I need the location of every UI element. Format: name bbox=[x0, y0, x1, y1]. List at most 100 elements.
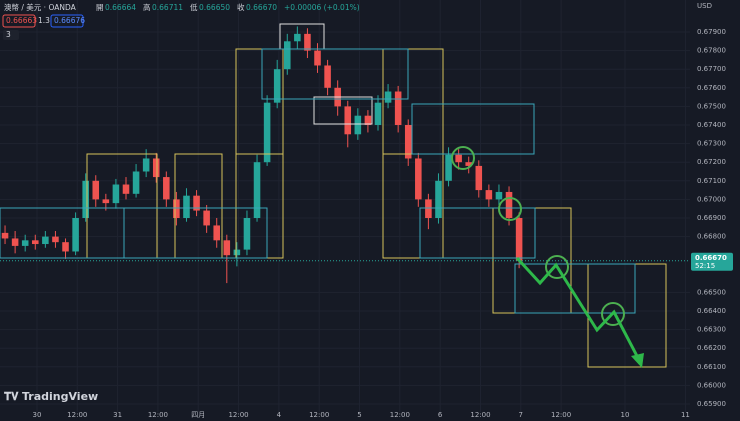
candle-body bbox=[11, 238, 19, 246]
candle-body bbox=[102, 199, 110, 204]
candles bbox=[1, 26, 523, 284]
last-price-tag bbox=[691, 252, 733, 271]
brand-logo: 𝐓𝐕 bbox=[4, 390, 19, 403]
candle-body bbox=[344, 106, 352, 135]
drawings bbox=[0, 23, 667, 368]
candle-body bbox=[465, 162, 472, 166]
y-tick-label: 0.67500 bbox=[697, 102, 726, 110]
zone-box bbox=[419, 207, 536, 259]
bid: 0.66663 bbox=[6, 16, 37, 25]
zone-box bbox=[411, 103, 535, 155]
candle-body bbox=[505, 191, 513, 218]
x-tick-label: 四月 bbox=[191, 411, 205, 419]
y-tick-label: 0.67000 bbox=[697, 195, 726, 203]
x-tick-label: 4 bbox=[277, 411, 282, 419]
high-value: 0.66711 bbox=[152, 3, 183, 12]
candle-body bbox=[152, 158, 160, 178]
x-tick-label: 30 bbox=[32, 411, 41, 419]
y-tick-label: 0.66800 bbox=[697, 233, 726, 241]
y-tick-label: 0.66400 bbox=[697, 307, 726, 315]
y-tick-label: 0.66200 bbox=[697, 344, 726, 352]
low-label: 低 bbox=[190, 2, 198, 12]
candle-body bbox=[183, 195, 190, 218]
y-tick-label: 0.66500 bbox=[697, 288, 726, 296]
change: +0.00006 (+0.01%) bbox=[284, 3, 360, 12]
indicator-count: 3 bbox=[6, 30, 11, 39]
x-tick-label: 6 bbox=[438, 411, 443, 419]
symbol: 澳幣 / 美元 · OANDA bbox=[4, 2, 77, 12]
marker-circle bbox=[601, 302, 625, 326]
candle-body bbox=[142, 158, 150, 172]
zone-box bbox=[313, 96, 373, 125]
candle-body bbox=[62, 242, 69, 252]
candle-body bbox=[132, 171, 140, 194]
zone-box bbox=[261, 48, 409, 100]
x-tick-label: 11 bbox=[681, 411, 690, 419]
indicator-toggle[interactable] bbox=[3, 30, 19, 40]
low-value: 0.66650 bbox=[199, 3, 230, 12]
candle-body bbox=[72, 217, 79, 252]
zone-box bbox=[587, 263, 667, 368]
candle-body bbox=[1, 232, 9, 239]
y-tick-label: 0.67400 bbox=[697, 121, 726, 129]
marker-circle bbox=[451, 146, 475, 170]
candle-body bbox=[284, 41, 291, 70]
candle-body bbox=[92, 180, 100, 200]
currency: USD bbox=[697, 2, 712, 10]
x-tick-label: 12:00 bbox=[470, 411, 490, 419]
candle-body bbox=[394, 91, 402, 125]
y-tick-label: 0.67600 bbox=[697, 84, 726, 92]
bid-box[interactable] bbox=[2, 14, 36, 28]
x-tick-label: 12:00 bbox=[67, 411, 87, 419]
candle-body bbox=[425, 199, 432, 218]
arrow-head bbox=[631, 353, 644, 368]
candle-body bbox=[52, 236, 59, 243]
y-tick-label: 0.67800 bbox=[697, 47, 726, 55]
brand: TradingView bbox=[22, 390, 98, 403]
candle-body bbox=[384, 91, 392, 103]
close-value: 0.66670 bbox=[246, 3, 277, 12]
projection-arrow bbox=[515, 256, 640, 359]
y-tick-label: 0.67300 bbox=[697, 140, 726, 148]
zone-box bbox=[0, 207, 125, 259]
candle-body bbox=[515, 217, 523, 261]
ask: 0.66676 bbox=[54, 16, 85, 25]
candle-body bbox=[193, 195, 200, 211]
candle-body bbox=[243, 217, 251, 250]
candle-body bbox=[445, 154, 452, 181]
candle-body bbox=[415, 158, 422, 200]
candle-body bbox=[435, 180, 442, 218]
y-tick-label: 0.66000 bbox=[697, 381, 726, 389]
x-tick-label: 12:00 bbox=[551, 411, 571, 419]
countdown: 52:15 bbox=[695, 262, 715, 270]
y-tick-label: 0.66300 bbox=[697, 326, 726, 334]
price-axis bbox=[690, 0, 740, 421]
candle-body bbox=[112, 184, 120, 204]
high-label: 高 bbox=[143, 2, 151, 12]
y-tick-label: 0.66100 bbox=[697, 363, 726, 371]
open-value: 0.66664 bbox=[105, 3, 136, 12]
grid bbox=[0, 0, 690, 412]
zone-box bbox=[514, 263, 636, 314]
candle-body bbox=[324, 65, 331, 88]
candle-body bbox=[223, 240, 231, 256]
candle-body bbox=[173, 199, 180, 218]
candle-body bbox=[122, 184, 130, 194]
candle-body bbox=[364, 115, 372, 125]
candle-body bbox=[213, 225, 220, 241]
candle-body bbox=[404, 124, 412, 159]
candle-body bbox=[42, 236, 49, 245]
marker-circle bbox=[498, 197, 522, 221]
last-price-label: 0.66670 bbox=[695, 254, 727, 262]
y-tick-label: 0.67700 bbox=[697, 65, 726, 73]
candle-body bbox=[203, 210, 210, 226]
spread: 1.3 bbox=[38, 16, 50, 25]
candle-body bbox=[233, 249, 241, 256]
axes: 0.65900 0.66000 0.66100 0.66200 0.66300 0.664… bbox=[32, 28, 733, 419]
y-tick-label: 0.66900 bbox=[697, 214, 726, 222]
candle-body bbox=[475, 165, 483, 191]
candle-body bbox=[32, 240, 39, 245]
x-tick-label: 12:00 bbox=[228, 411, 248, 419]
ask-box[interactable] bbox=[50, 14, 84, 28]
candle-body bbox=[354, 115, 362, 135]
